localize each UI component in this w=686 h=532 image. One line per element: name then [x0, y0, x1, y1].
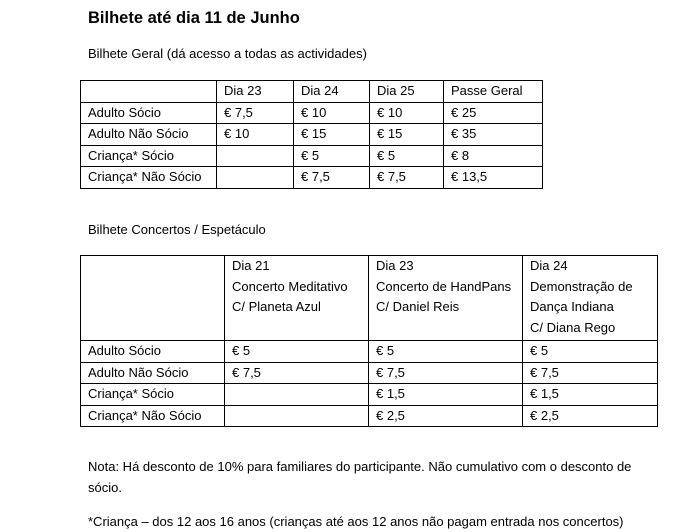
price-cell: € 7,5	[368, 361, 523, 384]
header-line: Dia 21	[232, 258, 270, 273]
price-cell: € 7,5	[293, 166, 370, 189]
header-cell: Passe Geral	[443, 80, 543, 103]
header-line: Concerto de HandPans	[376, 278, 512, 294]
price-cell: € 10	[369, 101, 444, 124]
row-label: Adulto Sócio	[80, 340, 225, 363]
header-line: Dia 23	[376, 258, 414, 273]
header-line: C/ Daniel Reis	[376, 299, 460, 314]
row-label: Criança* Não Sócio	[80, 166, 217, 189]
price-cell: € 15	[293, 123, 370, 146]
header-cell: Dia 23 Concerto de HandPans C/ Daniel Re…	[368, 255, 523, 341]
page-title: Bilhete até dia 11 de Junho	[88, 9, 300, 27]
table-row: Adulto Sócio € 7,5 € 10 € 10 € 25	[80, 101, 543, 124]
table-header-row: Dia 21 Concerto Meditativo C/ Planeta Az…	[80, 255, 658, 341]
header-cell: Dia 24 Demonstração de Dança Indiana C/ …	[522, 255, 658, 341]
price-cell: € 13,5	[443, 166, 543, 189]
header-line: C/ Diana Rego	[530, 319, 616, 335]
price-cell: € 5	[224, 340, 369, 363]
price-cell: € 7,5	[522, 361, 658, 384]
row-label: Criança* Sócio	[80, 144, 217, 167]
price-cell: € 5	[368, 340, 523, 363]
price-cell	[224, 383, 369, 406]
price-cell: € 1,5	[522, 383, 658, 406]
price-cell: € 7,5	[369, 166, 444, 189]
price-cell: € 7,5	[224, 361, 369, 384]
price-cell: € 10	[293, 101, 370, 124]
table-row: Adulto Não Sócio € 7,5 € 7,5 € 7,5	[80, 361, 658, 384]
price-cell	[216, 166, 294, 189]
table-row: Criança* Não Sócio € 2,5 € 2,5	[80, 404, 658, 427]
price-cell: € 25	[443, 101, 543, 124]
discount-note-line: Nota: Há desconto de 10% para familiares…	[88, 459, 632, 474]
header-cell: Dia 25	[369, 80, 444, 103]
header-cell: Dia 23	[216, 80, 294, 103]
general-ticket-table: Dia 23 Dia 24 Dia 25 Passe Geral Adulto …	[80, 80, 543, 189]
row-label: Criança* Não Sócio	[80, 404, 225, 427]
price-cell: € 15	[369, 123, 444, 146]
row-label: Adulto Não Sócio	[80, 361, 225, 384]
price-cell: € 7,5	[216, 101, 294, 124]
header-line: Demonstração de	[530, 278, 633, 294]
table-row: Adulto Não Sócio € 10 € 15 € 15 € 35	[80, 123, 543, 146]
discount-note: Nota: Há desconto de 10% para familiares…	[88, 456, 631, 498]
row-label: Criança* Sócio	[80, 383, 225, 406]
price-cell: € 5	[293, 144, 370, 167]
header-line: Dança Indiana	[530, 299, 614, 314]
price-cell: € 2,5	[368, 404, 523, 427]
general-ticket-heading: Bilhete Geral (dá acesso a todas as acti…	[88, 46, 367, 61]
header-line: Concerto Meditativo	[232, 278, 348, 294]
header-cell	[80, 255, 225, 341]
price-cell	[216, 144, 294, 167]
child-age-note: *Criança – dos 12 aos 16 anos (crianças …	[88, 514, 624, 529]
concerts-ticket-table: Dia 21 Concerto Meditativo C/ Planeta Az…	[80, 255, 658, 427]
table-row: Criança* Não Sócio € 7,5 € 7,5 € 13,5	[80, 166, 543, 189]
header-cell: Dia 24	[293, 80, 370, 103]
concerts-ticket-heading: Bilhete Concertos / Espetáculo	[88, 222, 266, 237]
price-cell	[224, 404, 369, 427]
price-cell: € 35	[443, 123, 543, 146]
price-cell: € 5	[522, 340, 658, 363]
price-cell: € 1,5	[368, 383, 523, 406]
table-header-row: Dia 23 Dia 24 Dia 25 Passe Geral	[80, 80, 543, 103]
table-row: Criança* Sócio € 5 € 5 € 8	[80, 144, 543, 167]
header-line: C/ Planeta Azul	[232, 299, 321, 314]
row-label: Adulto Não Sócio	[80, 123, 217, 146]
header-cell	[80, 80, 217, 103]
price-cell: € 8	[443, 144, 543, 167]
table-row: Criança* Sócio € 1,5 € 1,5	[80, 383, 658, 406]
discount-note-line: sócio.	[88, 480, 122, 495]
price-cell: € 5	[369, 144, 444, 167]
row-label: Adulto Sócio	[80, 101, 217, 124]
price-cell: € 10	[216, 123, 294, 146]
table-row: Adulto Sócio € 5 € 5 € 5	[80, 340, 658, 363]
price-cell: € 2,5	[522, 404, 658, 427]
header-line: Dia 24	[530, 258, 568, 273]
header-cell: Dia 21 Concerto Meditativo C/ Planeta Az…	[224, 255, 369, 341]
